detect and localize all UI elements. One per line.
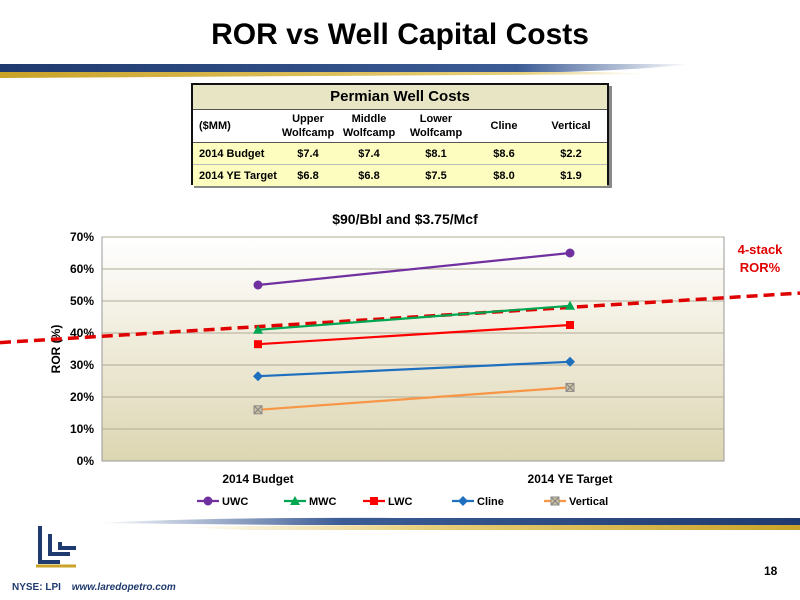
legend-label: Vertical	[569, 496, 608, 508]
annotation-label: 4-stack	[738, 242, 784, 257]
table-title: Permian Well Costs	[193, 85, 607, 110]
legend-label: UWC	[222, 496, 248, 508]
table-row: 2014 YE Target $6.8 $6.8 $7.5 $8.0 $1.9	[193, 164, 607, 186]
data-point	[565, 382, 575, 392]
legend-label: LWC	[388, 496, 412, 508]
series-line	[257, 251, 571, 287]
col-header-vertical: Vertical	[551, 120, 591, 132]
legend-marker	[370, 497, 378, 505]
marker-cross	[550, 496, 560, 506]
table-header-row: ($MM) Upper Wolfcamp Middle Wolfcamp Lower…	[193, 110, 607, 143]
plot-area	[101, 236, 725, 462]
y-axis-label: ROR (%)	[49, 325, 63, 374]
data-point	[253, 371, 263, 382]
ror-line-chart: $90/Bbl and $3.75/Mcf 0%10%20%30%40%50%6…	[0, 211, 800, 508]
legend-marker	[550, 496, 560, 506]
row-label: 2014 Budget	[199, 147, 265, 160]
table-cell: $8.1	[425, 147, 447, 160]
series-line	[257, 360, 571, 378]
legend-entry: LWC	[363, 496, 412, 508]
series-uwc	[253, 248, 575, 290]
table-cell: $7.5	[425, 169, 447, 182]
footer-url-link[interactable]: www.laredopetro.com	[71, 582, 176, 593]
y-tick-label: 30%	[70, 358, 94, 372]
y-tick-label: 60%	[70, 262, 94, 276]
col-header-lower-wolfcamp: Lower Wolfcamp	[409, 113, 463, 139]
legend-label: Cline	[477, 496, 504, 508]
col-header-upper-wolfcamp: Upper Wolfcamp	[281, 113, 335, 139]
data-point	[565, 356, 575, 367]
data-point	[566, 321, 574, 329]
table-row: 2014 Budget $7.4 $7.4 $8.1 $8.6 $2.2	[193, 143, 607, 164]
legend-marker	[203, 496, 213, 506]
table-cell: $1.9	[560, 169, 582, 182]
table-cell: $6.8	[297, 169, 319, 182]
company-logo-icon	[36, 526, 76, 568]
marker-cross	[253, 405, 263, 415]
series-line	[257, 304, 571, 331]
x-tick-label: 2014 YE Target	[528, 472, 613, 486]
data-point	[253, 280, 263, 290]
row-label: 2014 YE Target	[199, 169, 277, 182]
legend-marker	[290, 496, 300, 505]
y-tick-label: 50%	[70, 294, 94, 308]
data-point	[253, 405, 263, 415]
footer: NYSE: LPI www.laredopetro.com	[12, 582, 176, 593]
legend-label: MWC	[309, 496, 337, 508]
footer-swoosh	[95, 517, 800, 530]
y-tick-label: 20%	[70, 390, 94, 404]
table-cell: $2.2	[560, 147, 582, 160]
legend-entry: MWC	[284, 496, 337, 508]
legend-marker	[458, 496, 468, 506]
series-line	[257, 386, 571, 411]
table-cell: $6.8	[358, 169, 380, 182]
chart-title: $90/Bbl and $3.75/Mcf	[332, 211, 478, 227]
y-tick-label: 10%	[70, 422, 94, 436]
series-lwc	[254, 321, 574, 349]
annotation-label: ROR%	[740, 260, 781, 275]
page-title: ROR vs Well Capital Costs	[211, 18, 589, 51]
col-header-cline: Cline	[490, 120, 518, 132]
footer-ticker: NYSE: LPI	[12, 582, 61, 593]
y-tick-label: 0%	[77, 454, 95, 468]
page-number: 18	[764, 564, 778, 578]
legend-entry: UWC	[197, 496, 248, 508]
data-point	[565, 300, 575, 310]
series-vertical	[253, 382, 575, 415]
data-point	[253, 324, 263, 334]
series-cline	[253, 356, 575, 382]
x-tick-label: 2014 Budget	[222, 472, 293, 486]
series-line	[257, 323, 571, 346]
marker-cross	[565, 382, 575, 392]
series-mwc	[253, 300, 575, 334]
legend-entry: Cline	[452, 496, 504, 508]
table-cell: $8.6	[493, 147, 515, 160]
table-cell: $7.4	[297, 147, 319, 160]
unit-header: ($MM)	[199, 120, 231, 132]
table-cell: $8.0	[493, 169, 515, 182]
header-swoosh	[0, 64, 690, 78]
y-tick-label: 70%	[70, 230, 94, 244]
legend-entry: Vertical	[544, 496, 608, 508]
table-cell: $7.4	[358, 147, 380, 160]
col-header-middle-wolfcamp: Middle Wolfcamp	[342, 113, 396, 139]
data-point	[565, 248, 575, 258]
permian-well-costs-table: Permian Well Costs ($MM) Upper Wolfcamp M…	[191, 83, 609, 186]
data-point	[254, 340, 262, 349]
